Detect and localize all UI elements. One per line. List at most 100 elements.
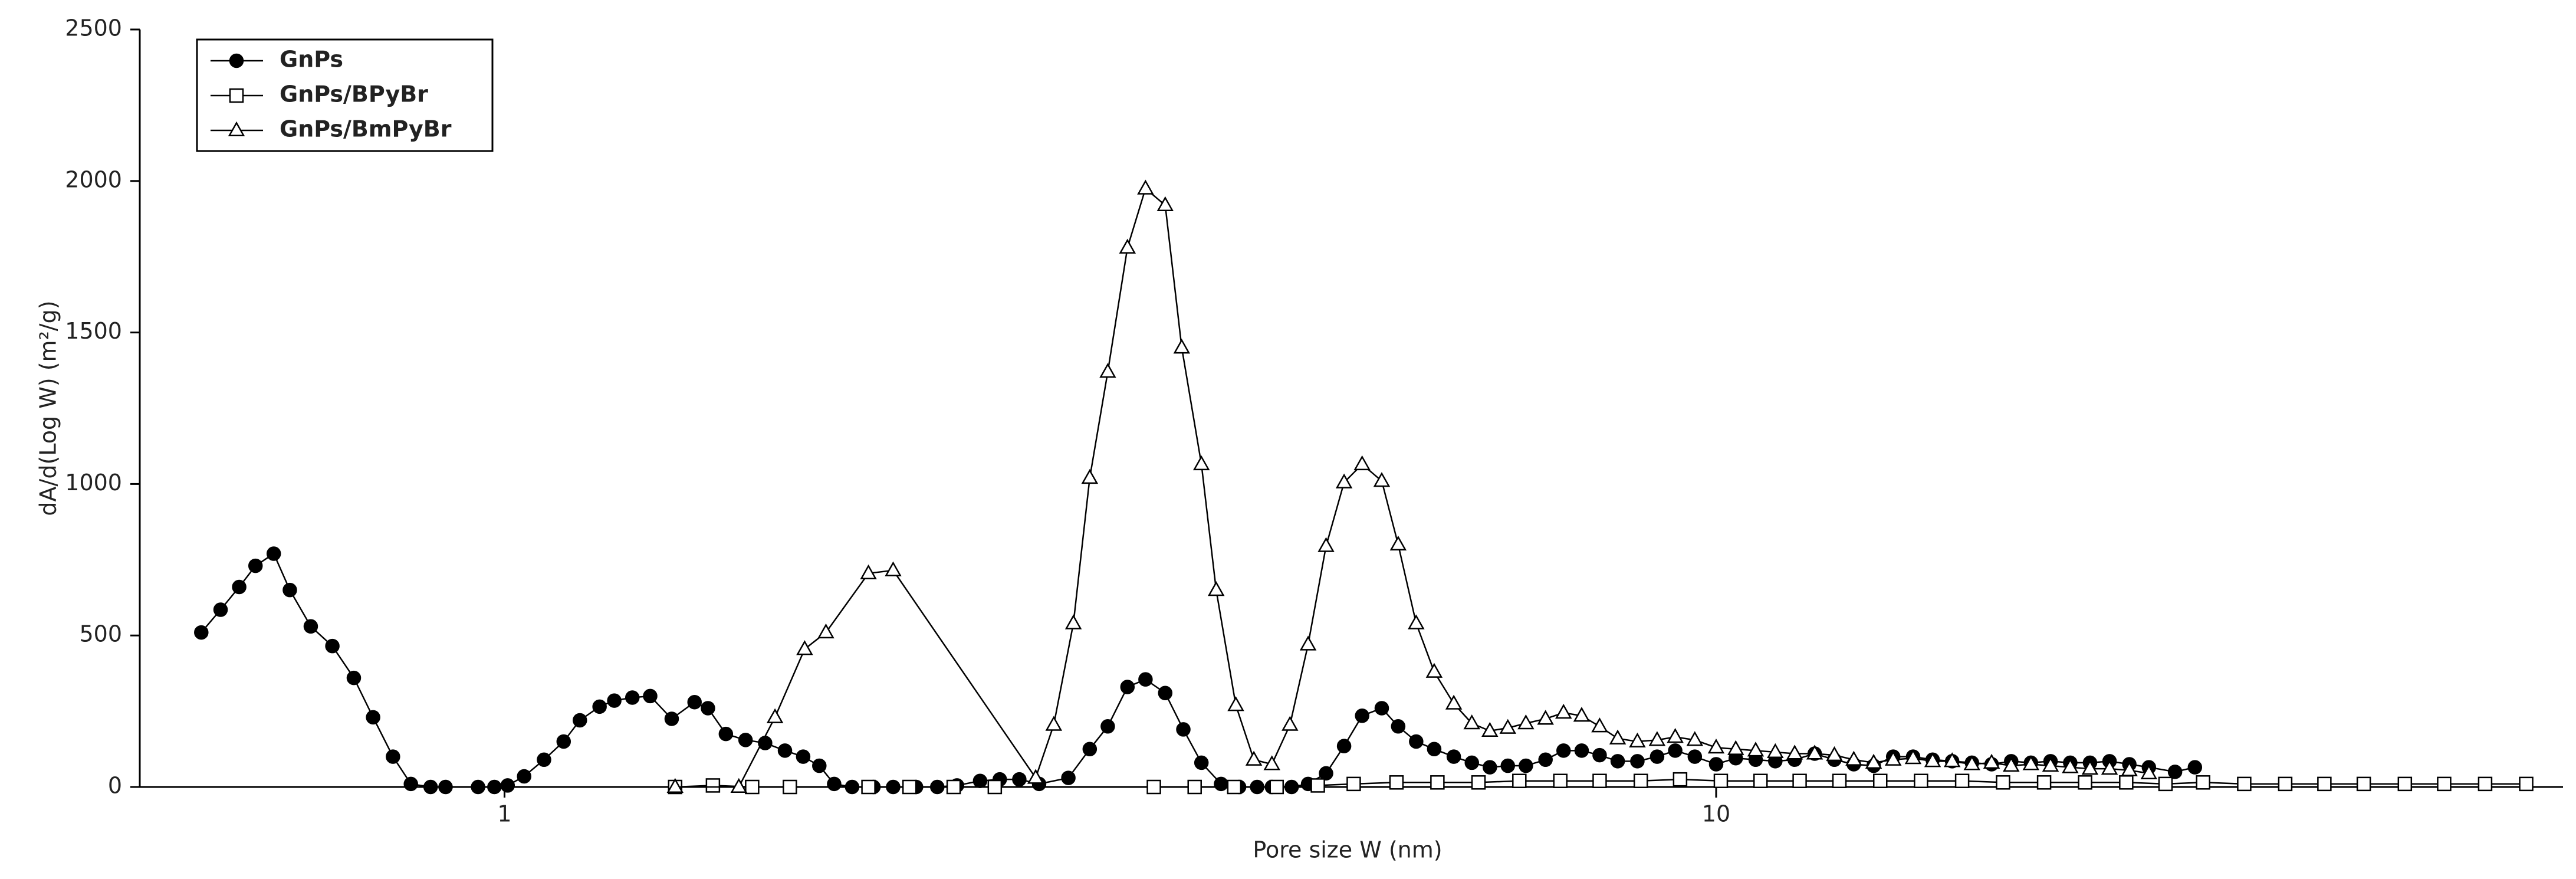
data-point (403, 776, 418, 792)
data-point (1668, 743, 1683, 758)
data-point (1872, 773, 1888, 788)
data-point (2036, 775, 2052, 790)
data-point (1207, 580, 1225, 596)
data-point (471, 779, 485, 795)
data-point (537, 752, 551, 768)
data-point (1954, 773, 1970, 788)
data-point (1904, 749, 1922, 765)
data-point (1389, 775, 1404, 790)
data-point (1464, 755, 1479, 770)
data-point (423, 779, 438, 795)
data-point (248, 558, 263, 573)
data-point (1374, 701, 1389, 716)
data-point (1187, 779, 1202, 795)
data-point (812, 758, 827, 773)
data-point (1158, 686, 1173, 701)
data-point (1227, 779, 1242, 795)
data-point (1409, 734, 1424, 749)
data-point (1667, 728, 1684, 743)
data-point (1519, 758, 1533, 773)
data-point (1537, 710, 1554, 725)
data-point (2022, 755, 2040, 770)
data-point (2119, 775, 2134, 790)
data-point (987, 779, 1003, 795)
data-point (758, 736, 773, 750)
data-point (1119, 238, 1136, 254)
data-point (1463, 714, 1480, 730)
data-point (1963, 755, 1980, 770)
data-point (1064, 614, 1082, 629)
data-point (303, 619, 318, 634)
data-point (730, 778, 748, 793)
data-point (232, 579, 247, 595)
data-point (1753, 773, 1768, 788)
data-point (1227, 696, 1244, 711)
x-tick-label: 1 (497, 801, 511, 827)
data-point (2121, 761, 2138, 776)
data-point (745, 779, 760, 795)
data-point (1192, 455, 1210, 471)
data-point (1713, 773, 1729, 788)
legend-marker (228, 121, 245, 137)
x-tick-label: 10 (1702, 801, 1730, 827)
data-point (1427, 742, 1442, 757)
data-point (1346, 776, 1361, 792)
data-point (2081, 759, 2099, 775)
data-point (783, 779, 797, 795)
data-point (643, 688, 658, 704)
series-line (675, 187, 2149, 788)
data-point (1983, 753, 2000, 769)
data-point (625, 690, 640, 705)
data-point (1555, 703, 1572, 719)
data-point (1299, 635, 1317, 651)
data-point (1408, 614, 1425, 629)
data-point (2237, 776, 2252, 792)
data-point (1335, 473, 1353, 488)
data-point (1924, 752, 1941, 768)
data-point (1512, 773, 1527, 788)
data-point (2078, 775, 2092, 790)
data-point (1747, 742, 1765, 757)
data-point (1214, 776, 1228, 792)
data-point (1499, 719, 1516, 734)
data-point (796, 749, 811, 764)
data-point (1610, 754, 1625, 769)
data-point (1269, 779, 1284, 795)
data-point (902, 779, 917, 795)
data-point (972, 773, 988, 788)
data-point (346, 670, 362, 686)
data-point (2519, 776, 2534, 792)
data-point (738, 733, 753, 747)
data-point (2397, 776, 2413, 792)
data-point (1792, 773, 1807, 788)
data-point (266, 546, 281, 561)
data-point (1538, 752, 1553, 768)
data-point (2158, 776, 2173, 792)
data-point (592, 699, 607, 714)
data-point (1045, 716, 1063, 731)
data-point (796, 640, 813, 655)
data-point (701, 701, 715, 716)
data-point (718, 726, 734, 742)
legend-label: GnPs/BPyBr (280, 81, 428, 107)
data-point (2196, 775, 2210, 790)
data-point (282, 582, 297, 598)
data-point (1173, 339, 1191, 354)
data-point (861, 779, 876, 795)
data-point (1708, 757, 1724, 772)
data-point (1845, 750, 1862, 766)
data-point (1282, 716, 1299, 731)
data-point (1120, 680, 1135, 694)
data-point (1648, 731, 1666, 746)
data-point (1099, 363, 1116, 378)
data-point (1245, 750, 1263, 766)
x-axis-label: Pore size W (nm) (1253, 837, 1442, 863)
data-point (1592, 747, 1607, 763)
data-point (2317, 776, 2332, 792)
data-point (1355, 709, 1369, 723)
data-point (1445, 694, 1463, 710)
data-point (1194, 755, 1209, 770)
data-point (2278, 776, 2293, 792)
data-point (1061, 770, 1076, 785)
data-point (860, 564, 877, 579)
